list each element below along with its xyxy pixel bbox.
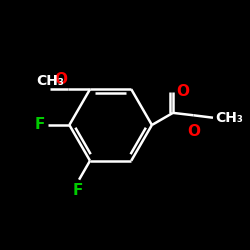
Text: F: F <box>72 182 83 198</box>
Text: CH₃: CH₃ <box>216 111 243 125</box>
Text: O: O <box>176 84 189 98</box>
Text: O: O <box>54 72 67 87</box>
Text: O: O <box>187 124 200 138</box>
Text: F: F <box>34 116 44 132</box>
Text: CH₃: CH₃ <box>36 74 64 88</box>
